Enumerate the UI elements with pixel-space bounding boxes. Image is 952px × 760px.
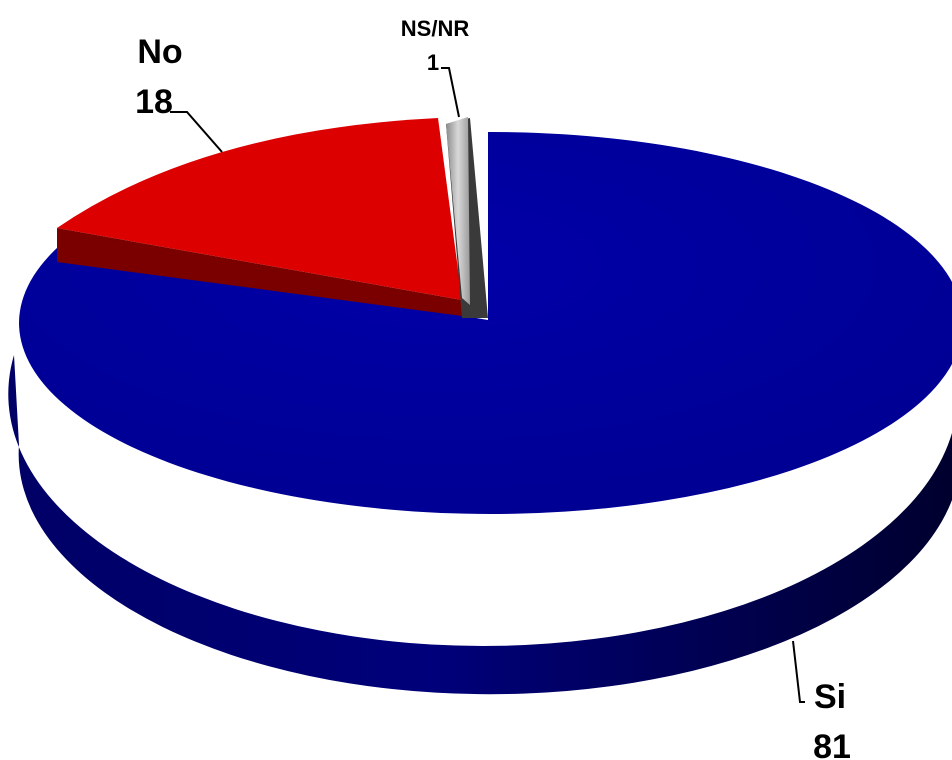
label-si-value: 81	[813, 728, 851, 760]
label-no-value: 18	[135, 83, 173, 121]
slice-si	[19, 131, 952, 514]
slice-nsnr	[446, 117, 470, 305]
leader-line-nsnr	[441, 67, 460, 118]
leader-line-si	[792, 640, 805, 703]
label-nsnr-name: NS/NR	[401, 16, 470, 41]
label-no-name: No	[137, 33, 182, 71]
label-si-name: Si	[814, 678, 846, 716]
label-nsnr-value: 1	[427, 50, 439, 75]
leader-line-no	[170, 111, 223, 153]
slice-no	[57, 118, 462, 300]
slice-no-side	[57, 228, 462, 316]
